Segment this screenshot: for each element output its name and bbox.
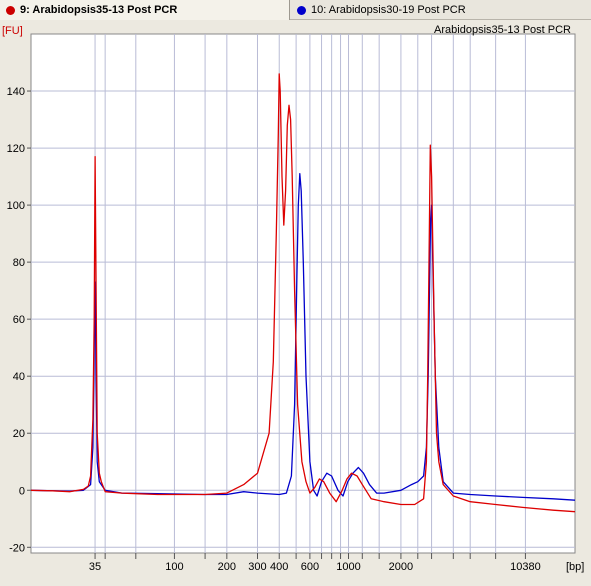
y-tick-labels: -20 0 20 40 60 80 100 120 140 [7,86,31,554]
x-tick-label: 2000 [389,561,413,573]
x-tick-label: 400 [270,561,288,573]
tab-sample-10[interactable]: 10: Arabidopsis30-19 Post PCR [291,0,591,20]
x-tick-labels: 35 100 200 300 400 600 1000 2000 10380 [89,561,541,573]
series-line [30,73,576,513]
sample-tab-bar: 9: Arabidopsis35-13 Post PCR 10: Arabido… [0,0,591,20]
sample-10-color-dot [297,5,306,15]
y-tick-label: 60 [13,314,25,326]
y-tick-label: 40 [13,371,25,383]
x-tick-label: 10380 [510,561,541,573]
plot-area [30,33,576,554]
y-tick-label: 140 [7,86,25,98]
electropherogram-chart: -20 0 20 40 60 80 100 120 140 35 100 200 300 400 600 1… [2,24,584,573]
y-tick-label: 0 [19,485,25,497]
tab-sample-10-label: 10: Arabidopsis30-19 Post PCR [311,4,466,16]
y-axis-unit: [FU] [2,25,23,37]
x-tick-label: 100 [165,561,183,573]
x-axis-unit: [bp] [566,561,584,573]
sample-9-color-dot [6,5,15,15]
y-tick-label: 80 [13,257,25,269]
y-tick-label: 100 [7,200,25,212]
y-tick-label: -20 [9,542,25,554]
tab-sample-9[interactable]: 9: Arabidopsis35-13 Post PCR [0,0,290,20]
y-tick-label: 120 [7,143,25,155]
x-tick-label: 300 [248,561,266,573]
chart-title: Arabidopsis35-13 Post PCR [434,24,571,36]
x-tick-label: 1000 [336,561,360,573]
series-lines [30,73,576,513]
x-tick-label: 600 [301,561,319,573]
x-tick-label: 35 [89,561,101,573]
tab-sample-9-label: 9: Arabidopsis35-13 Post PCR [20,4,178,16]
x-tick-label: 200 [218,561,236,573]
series-line [30,173,576,501]
y-tick-label: 20 [13,428,25,440]
